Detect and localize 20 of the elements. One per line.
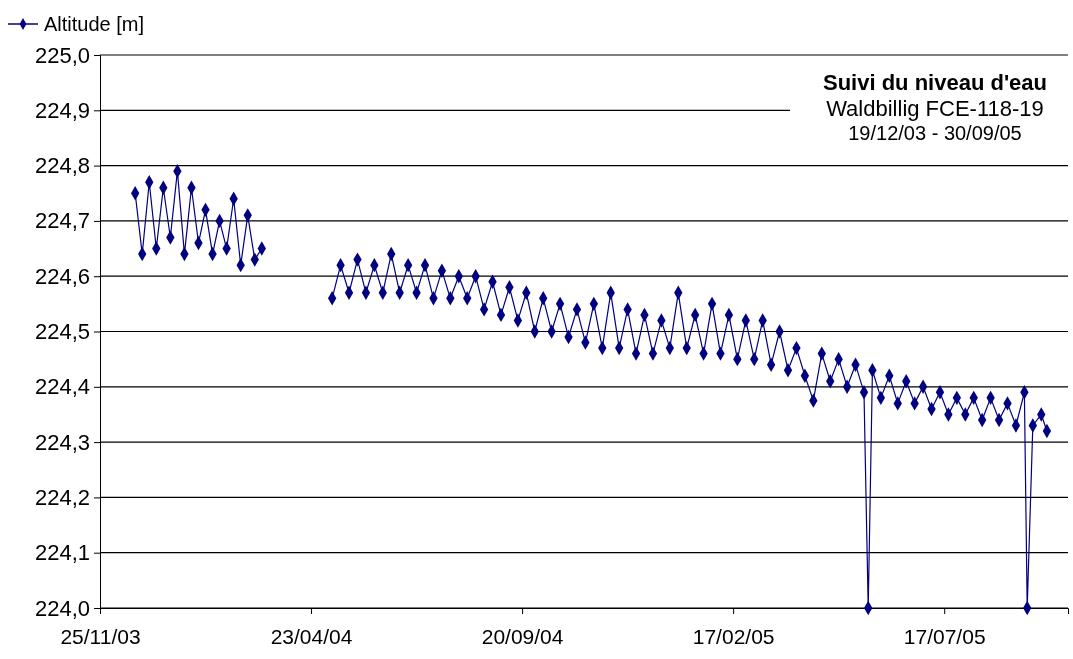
- x-tick-label: 17/07/05: [903, 625, 986, 649]
- y-tick-label: 224,0: [34, 595, 90, 621]
- x-tick-label: 17/02/05: [692, 625, 775, 649]
- y-tick-label: 224,9: [34, 97, 90, 123]
- y-tick-label: 224,4: [34, 374, 90, 400]
- y-tick-label: 224,1: [34, 540, 90, 566]
- x-tick-label: 23/04/04: [270, 625, 353, 649]
- y-tick-label: 225,0: [34, 42, 90, 68]
- y-tick-label: 224,8: [34, 153, 90, 179]
- text: Suivi du niveau d'eau: [822, 70, 1048, 95]
- text: Waldbillig FCE-118-19: [826, 96, 1044, 121]
- y-tick-label: 224,5: [34, 319, 90, 345]
- legend-label: Altitude [m]: [44, 13, 145, 35]
- x-tick-label: 25/11/03: [60, 625, 141, 649]
- x-tick-label: 20/09/04: [481, 625, 564, 649]
- y-tick-label: 224,2: [34, 484, 90, 510]
- y-tick-label: 224,3: [34, 429, 90, 455]
- y-tick-label: 224,7: [34, 208, 90, 234]
- annotation: 19/12/03 - 30/09/05: [848, 122, 1022, 144]
- y-tick-label: 224,6: [34, 263, 90, 289]
